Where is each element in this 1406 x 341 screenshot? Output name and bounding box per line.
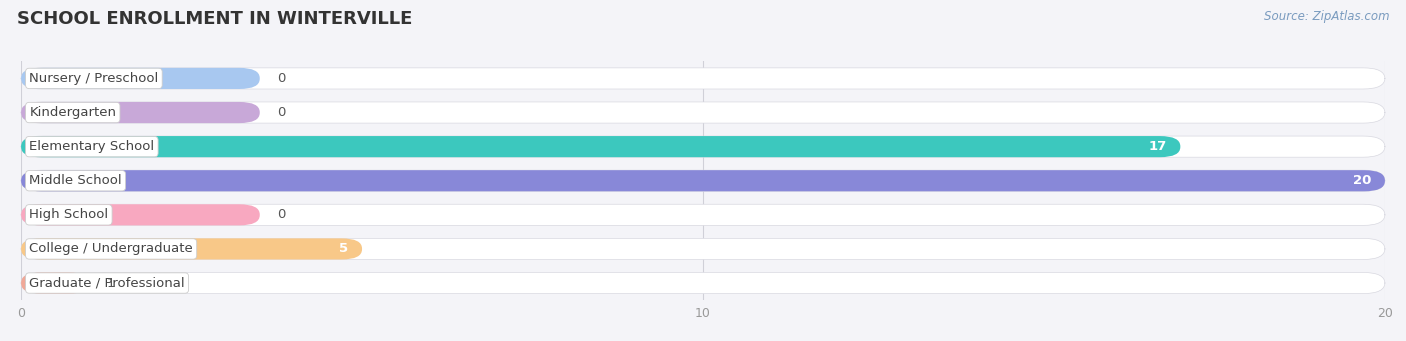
FancyBboxPatch shape [21,68,1385,89]
FancyBboxPatch shape [21,204,1385,225]
FancyBboxPatch shape [21,136,1385,157]
Text: SCHOOL ENROLLMENT IN WINTERVILLE: SCHOOL ENROLLMENT IN WINTERVILLE [17,10,412,28]
Text: 1: 1 [107,277,115,290]
FancyBboxPatch shape [21,238,1385,260]
FancyBboxPatch shape [21,170,1385,191]
FancyBboxPatch shape [21,136,1181,157]
Text: 5: 5 [339,242,349,255]
FancyBboxPatch shape [21,102,1385,123]
Text: 0: 0 [277,208,285,221]
FancyBboxPatch shape [21,204,260,225]
Text: 20: 20 [1353,174,1371,187]
Text: 17: 17 [1149,140,1167,153]
Text: Middle School: Middle School [30,174,122,187]
Text: High School: High School [30,208,108,221]
Text: 0: 0 [277,72,285,85]
Text: Kindergarten: Kindergarten [30,106,117,119]
Text: College / Undergraduate: College / Undergraduate [30,242,193,255]
FancyBboxPatch shape [21,238,363,260]
Text: 0: 0 [277,106,285,119]
FancyBboxPatch shape [21,272,90,294]
FancyBboxPatch shape [21,68,260,89]
FancyBboxPatch shape [21,272,1385,294]
FancyBboxPatch shape [21,102,260,123]
Text: Graduate / Professional: Graduate / Professional [30,277,186,290]
Text: Nursery / Preschool: Nursery / Preschool [30,72,159,85]
Text: Elementary School: Elementary School [30,140,155,153]
Text: Source: ZipAtlas.com: Source: ZipAtlas.com [1264,10,1389,23]
FancyBboxPatch shape [21,170,1385,191]
